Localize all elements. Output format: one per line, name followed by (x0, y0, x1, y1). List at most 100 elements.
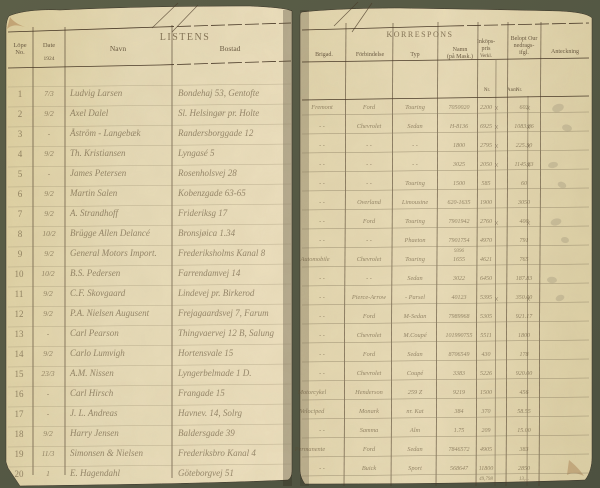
svg-text:E. Hagendahl: E. Hagendahl (69, 468, 120, 478)
svg-text:Monark: Monark (358, 408, 379, 415)
svg-text:Inköps-: Inköps- (477, 39, 495, 45)
svg-text:A. Strandhoff: A. Strandhoff (69, 208, 120, 218)
svg-text:456: 456 (520, 389, 529, 396)
svg-text:11: 11 (15, 289, 24, 299)
svg-text:nr. Kat: nr. Kat (406, 408, 423, 415)
svg-text:2795: 2795 (480, 143, 492, 149)
svg-text:1083.86: 1083.86 (514, 124, 534, 130)
svg-text:Motorcykel: Motorcykel (297, 389, 327, 396)
svg-text:9/2: 9/2 (43, 349, 53, 358)
svg-text:Permanente: Permanente (294, 446, 326, 453)
svg-text:Axel Dalel: Axel Dalel (69, 108, 109, 118)
svg-text:Lyngerbelmade 1 D.: Lyngerbelmade 1 D. (177, 368, 251, 378)
svg-text:M-Sedan: M-Sedan (403, 313, 427, 320)
svg-text:1900: 1900 (480, 200, 492, 206)
svg-text:(på Mask.): (på Mask.) (447, 53, 473, 60)
svg-text:6450: 6450 (480, 275, 492, 282)
svg-text:- -: - - (319, 218, 325, 225)
svg-text:Anteckning: Anteckning (551, 49, 579, 55)
svg-text:Simonsen & Nielsen: Simonsen & Nielsen (70, 448, 143, 458)
svg-text:- -: - - (319, 161, 325, 168)
svg-text:Touring: Touring (405, 218, 425, 225)
svg-text:James Petersen: James Petersen (70, 168, 127, 178)
svg-text:Frederiksbro Kanal 4: Frederiksbro Kanal 4 (177, 448, 256, 458)
svg-text:- -: - - (366, 161, 372, 168)
svg-text:2760: 2760 (480, 219, 492, 225)
svg-text:3022: 3022 (452, 276, 465, 282)
svg-text:1655: 1655 (453, 257, 465, 263)
svg-text:370: 370 (481, 409, 491, 415)
svg-text:5395: 5395 (480, 295, 492, 301)
svg-text:Sedan: Sedan (407, 446, 422, 453)
svg-text:H-8136: H-8136 (449, 124, 468, 130)
svg-text:Automobile: Automobile (299, 256, 329, 263)
svg-text:Phaeton: Phaeton (404, 237, 426, 244)
svg-text:Förbindelse: Förbindelse (356, 52, 385, 58)
svg-text:4905: 4905 (480, 446, 492, 453)
svg-text:Overland: Overland (357, 199, 382, 206)
svg-text:Harry Jensen: Harry Jensen (69, 428, 119, 438)
svg-text:C.F. Skovgaard: C.F. Skovgaard (70, 288, 126, 298)
svg-text:Lyngasé 5: Lyngasé 5 (177, 148, 215, 158)
svg-text:400: 400 (520, 218, 529, 225)
svg-text:9/2: 9/2 (43, 429, 53, 438)
svg-text:Th. Kristiansen: Th. Kristiansen (70, 148, 126, 158)
svg-text:Touring: Touring (405, 180, 425, 187)
svg-text:7: 7 (18, 209, 23, 219)
svg-text:- -: - - (319, 294, 325, 301)
svg-text:2200: 2200 (480, 105, 492, 111)
svg-text:- -: - - (319, 332, 325, 339)
svg-text:- -: - - (366, 180, 372, 187)
svg-text:101990755: 101990755 (446, 333, 473, 339)
svg-text:Limousine: Limousine (401, 199, 428, 206)
svg-text:Henderson: Henderson (354, 389, 383, 396)
svg-text:3050: 3050 (517, 200, 530, 206)
svg-text:13,...: 13,... (519, 477, 529, 482)
svg-text:- -: - - (319, 275, 325, 282)
svg-text:- -: - - (412, 142, 418, 149)
svg-text:- -: - - (366, 237, 372, 244)
svg-text:- -: - - (412, 161, 418, 168)
svg-text:383: 383 (519, 447, 529, 453)
svg-text:7/3: 7/3 (44, 89, 54, 98)
svg-text:1500: 1500 (453, 181, 465, 187)
svg-text:Pierce-Arrow: Pierce-Arrow (351, 294, 387, 301)
svg-text:Ford: Ford (362, 351, 376, 358)
svg-text:Ford: Ford (362, 104, 376, 111)
svg-text:6: 6 (18, 189, 23, 199)
svg-text:1924: 1924 (44, 56, 55, 62)
svg-text:11800: 11800 (479, 466, 494, 472)
svg-text:Sedan: Sedan (407, 123, 422, 130)
svg-text:11/3: 11/3 (42, 449, 55, 458)
svg-text:9219: 9219 (453, 390, 465, 396)
svg-text:7050020: 7050020 (449, 105, 470, 111)
svg-text:- -: - - (319, 142, 325, 149)
svg-text:P.A. Nielsen Augusent: P.A. Nielsen Augusent (69, 308, 150, 318)
svg-text:Touring: Touring (405, 104, 425, 111)
svg-text:7901754: 7901754 (449, 237, 470, 244)
svg-text:20: 20 (15, 469, 25, 479)
svg-text:9/2: 9/2 (44, 209, 54, 218)
svg-text:791: 791 (520, 238, 529, 244)
svg-text:Lindevej pr. Birkerod: Lindevej pr. Birkerod (177, 288, 255, 298)
svg-text:15: 15 (15, 369, 25, 379)
svg-text:12: 12 (15, 309, 24, 319)
svg-text:Carlo Lumvigh: Carlo Lumvigh (70, 348, 125, 358)
svg-text:14: 14 (15, 349, 25, 359)
svg-text:Nr.: Nr. (516, 88, 522, 93)
svg-text:10/2: 10/2 (42, 229, 56, 238)
svg-text:602: 602 (520, 105, 529, 111)
svg-text:178: 178 (520, 352, 529, 358)
svg-text:225.30: 225.30 (516, 143, 533, 149)
svg-text:Fremont: Fremont (310, 104, 333, 111)
svg-text:Brigad.: Brigad. (315, 52, 333, 58)
svg-text:Chevrolet: Chevrolet (357, 123, 382, 130)
svg-text:Chevrolet: Chevrolet (357, 332, 382, 339)
svg-text:7901942: 7901942 (449, 218, 470, 225)
svg-text:Bostad: Bostad (220, 44, 241, 53)
svg-text:10/2: 10/2 (41, 269, 55, 278)
svg-text:Göteborgvej 51: Göteborgvej 51 (178, 468, 234, 478)
svg-text:- -: - - (319, 427, 325, 434)
svg-text:5: 5 (18, 169, 23, 179)
svg-text:1: 1 (18, 89, 23, 99)
